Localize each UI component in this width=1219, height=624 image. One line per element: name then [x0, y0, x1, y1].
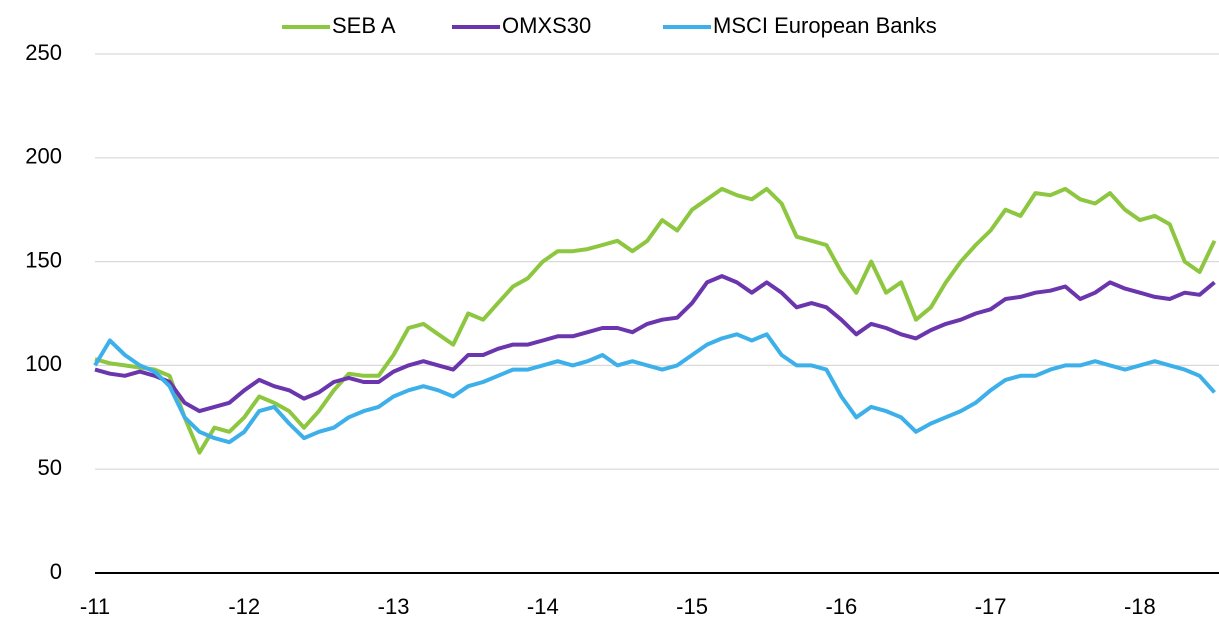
x-tick-label: -15 — [676, 594, 708, 619]
x-tick-label: -14 — [527, 594, 559, 619]
y-tick-label: 0 — [50, 559, 62, 584]
x-tick-label: -17 — [975, 594, 1007, 619]
x-tick-label: -18 — [1124, 594, 1156, 619]
y-tick-label: 50 — [38, 455, 62, 480]
y-tick-label: 100 — [25, 351, 62, 376]
legend-label: SEB A — [332, 13, 396, 38]
y-tick-label: 200 — [25, 144, 62, 169]
legend-label: MSCI European Banks — [713, 13, 937, 38]
series-line — [94, 274, 1216, 414]
y-tick-label: 250 — [25, 40, 62, 65]
x-tick-label: -11 — [80, 594, 110, 619]
series-line — [94, 186, 1217, 455]
x-tick-label: -13 — [378, 594, 410, 619]
y-tick-label: 150 — [25, 247, 62, 272]
legend-label: OMXS30 — [502, 13, 591, 38]
x-tick-label: -16 — [825, 594, 857, 619]
x-tick-label: -12 — [228, 594, 260, 619]
series-line — [93, 332, 1216, 445]
